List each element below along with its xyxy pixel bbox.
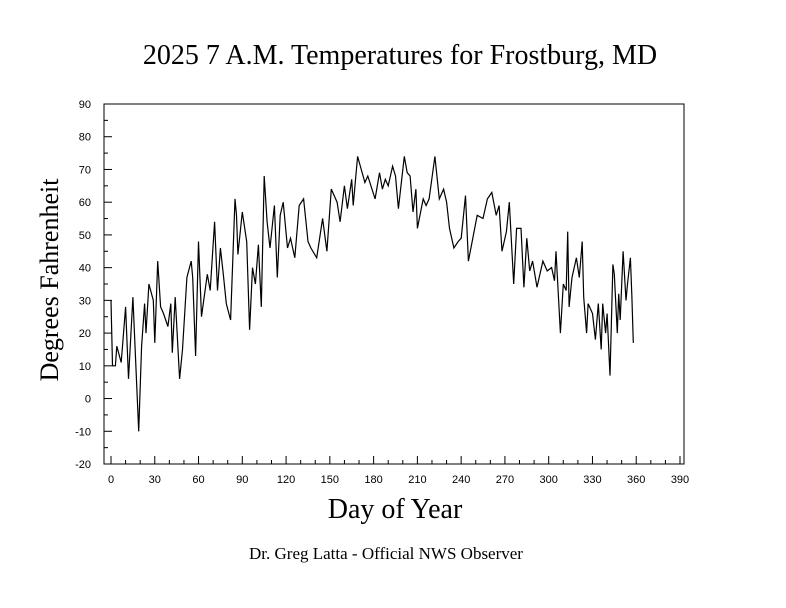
x-tick-label: 120 — [277, 474, 295, 486]
y-tick-label: 60 — [79, 197, 91, 209]
x-tick-label: 270 — [496, 474, 514, 486]
x-tick-label: 30 — [149, 474, 161, 486]
x-tick-label: 330 — [583, 474, 601, 486]
y-tick-label: 40 — [79, 263, 91, 275]
series-line — [110, 156, 634, 432]
y-axis: -20 -10 0 10 20 30 40 50 60 70 80 90 — [75, 99, 112, 471]
x-tick-label: 300 — [540, 474, 558, 486]
x-tick-label: 240 — [452, 474, 470, 486]
x-tick-label: 210 — [408, 474, 426, 486]
y-tick-label: 10 — [79, 361, 91, 373]
y-tick-label: 30 — [79, 295, 91, 307]
x-tick-label: 60 — [192, 474, 204, 486]
y-axis-label: Degrees Fahrenheit — [35, 178, 64, 382]
y-tick-label: 90 — [79, 99, 91, 111]
x-axis: 0 30 60 90 120 150 180 210 240 270 300 330 360 390 — [108, 456, 689, 486]
plot-area — [103, 103, 685, 465]
y-tick-label: 20 — [79, 328, 91, 340]
x-axis-label: Day of Year — [328, 494, 463, 525]
x-tick-label: 180 — [364, 474, 382, 486]
x-tick-label: 90 — [236, 474, 248, 486]
y-tick-label: 80 — [79, 132, 91, 144]
y-tick-label: 0 — [85, 394, 91, 406]
footer-credit: Dr. Greg Latta - Official NWS Observer — [249, 544, 523, 563]
chart-title: 2025 7 A.M. Temperatures for Frostburg, … — [143, 40, 657, 71]
y-tick-label: 50 — [79, 230, 91, 242]
y-tick-label: 70 — [79, 164, 91, 176]
x-tick-label: 0 — [108, 474, 114, 486]
x-tick-label: 390 — [671, 474, 689, 486]
y-tick-label: -20 — [75, 459, 91, 471]
x-tick-label: 360 — [627, 474, 645, 486]
x-tick-label: 150 — [321, 474, 339, 486]
y-tick-label: -10 — [75, 426, 91, 438]
